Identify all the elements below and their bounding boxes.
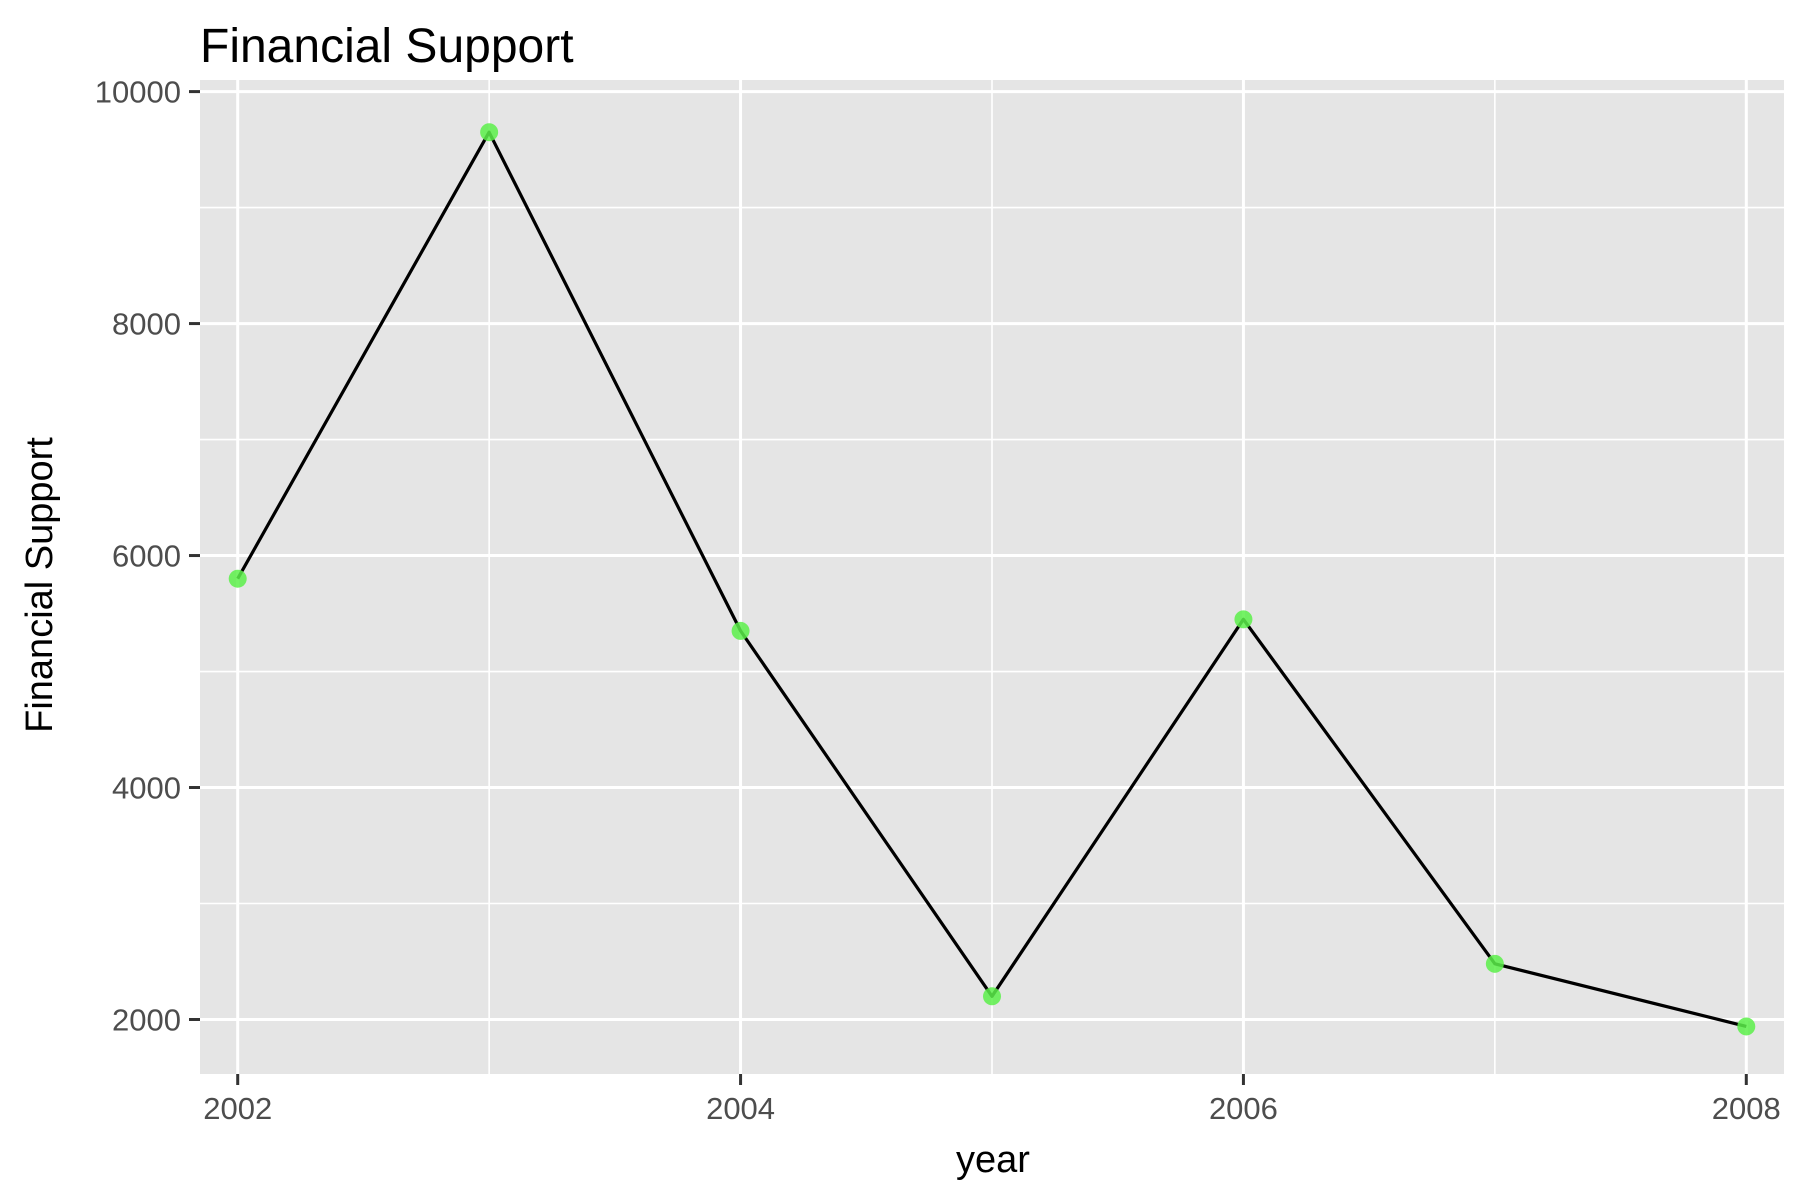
minor-gridlines [200,80,1784,1074]
data-point [1737,1017,1756,1036]
x-tick-label: 2004 [706,1091,775,1126]
x-tick-label: 2002 [203,1091,272,1126]
y-tick-label: 6000 [112,539,181,574]
y-tick-label: 10000 [95,75,181,110]
x-tick-label: 2006 [1209,1091,1278,1126]
data-point [1485,954,1504,973]
y-tick-label: 8000 [112,307,181,342]
x-tick-label: 2008 [1712,1091,1781,1126]
y-axis-title: Financial Support [19,437,61,733]
axis-ticks [189,90,1748,1085]
x-axis-title: year [956,1139,1030,1181]
y-tick-label: 4000 [112,771,181,806]
points-layer [228,123,1756,1036]
y-tick-label: 2000 [112,1002,181,1037]
chart-title: Financial Support [200,20,574,73]
major-gridlines [200,80,1784,1074]
data-point [983,987,1001,1006]
data-point [228,569,247,588]
data-point [731,621,750,640]
tick-labels: 2000 4000 6000 8000 10000 2002 2004 2006 2008 [95,75,1781,1126]
data-point [1234,610,1253,629]
data-point [480,123,499,142]
